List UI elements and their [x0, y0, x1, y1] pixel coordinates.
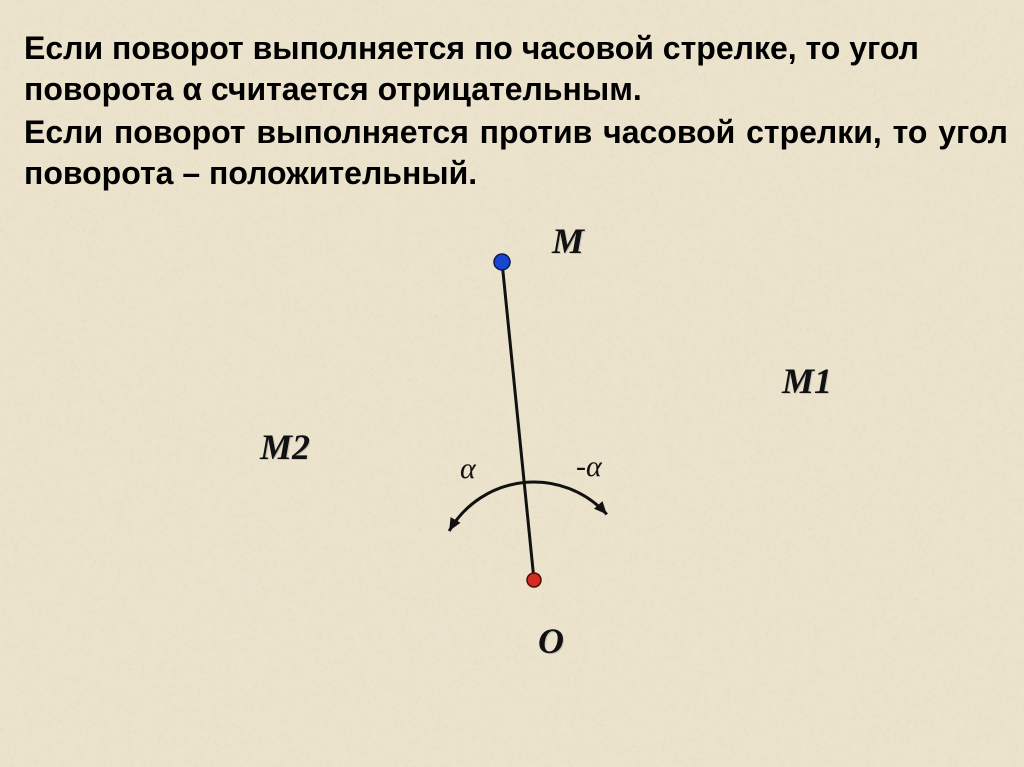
- label-M2: M2: [260, 426, 310, 468]
- label-M1: M1: [782, 360, 832, 402]
- label-M: M: [552, 220, 584, 262]
- arc-ccw: [449, 483, 524, 531]
- label-O: O: [538, 620, 564, 662]
- line-OM: [502, 262, 534, 580]
- label-alpha-positive: α: [460, 452, 476, 486]
- slide-content: Если поворот выполняется по часовой стре…: [0, 0, 1024, 767]
- point-O: [527, 573, 541, 587]
- label-alpha-negative: -α: [576, 450, 602, 484]
- point-M: [494, 254, 510, 270]
- rotation-diagram: [0, 0, 1024, 767]
- arc-cw: [524, 482, 607, 514]
